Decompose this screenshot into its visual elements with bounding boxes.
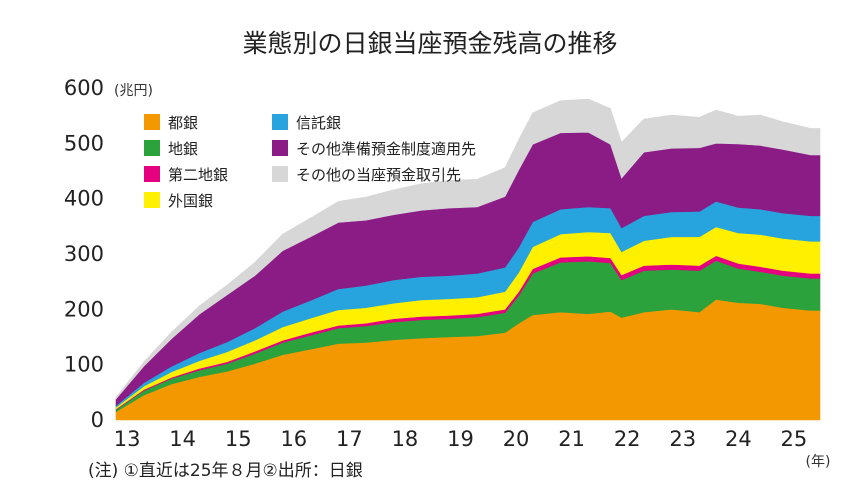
legend-swatch <box>272 166 288 182</box>
x-tick-label: 25 <box>781 427 808 451</box>
legend-label: 第二地銀 <box>168 166 228 184</box>
y-tick-label: 300 <box>64 242 104 266</box>
x-tick-label: 24 <box>725 427 752 451</box>
x-axis-unit: (年) <box>806 454 831 470</box>
legend-label: 都銀 <box>168 114 198 132</box>
x-tick-label: 15 <box>225 427 252 451</box>
legend-label: その他準備預金制度適用先 <box>296 140 476 158</box>
legend-label: その他の当座預金取引先 <box>296 166 461 184</box>
y-tick-label: 400 <box>64 187 104 211</box>
legend-label: 信託銀 <box>296 114 341 132</box>
x-tick-label: 23 <box>669 427 696 451</box>
x-tick-label: 22 <box>614 427 641 451</box>
x-tick-label: 21 <box>558 427 585 451</box>
legend-swatch <box>272 114 288 130</box>
x-tick-label: 17 <box>336 427 363 451</box>
x-tick-label: 16 <box>280 427 307 451</box>
legend-label: 地銀 <box>168 140 198 158</box>
x-tick-label: 20 <box>503 427 530 451</box>
legend-swatch <box>144 166 160 182</box>
x-tick-label: 13 <box>114 427 141 451</box>
x-tick-label: 18 <box>392 427 419 451</box>
x-axis: 13 14 15 16 17 18 19 20 21 22 23 24 25 <box>114 427 808 451</box>
y-axis-unit: (兆円) <box>114 83 153 99</box>
y-tick-label: 600 <box>64 76 104 100</box>
chart-note: (注) ①直近は25年８月②出所：日銀 <box>88 461 363 481</box>
legend-swatch <box>144 192 160 208</box>
y-tick-label: 500 <box>64 131 104 155</box>
area-layer <box>115 98 821 421</box>
legend-swatch <box>144 114 160 130</box>
y-tick-label: 100 <box>64 353 104 377</box>
y-axis: 0 100 200 300 400 500 600 <box>64 76 104 432</box>
legend-swatch <box>144 140 160 156</box>
x-tick-label: 19 <box>447 427 474 451</box>
chart-title: 業態別の日銀当座預金残高の推移 <box>242 29 617 58</box>
area-series-6 <box>115 98 821 400</box>
y-tick-label: 0 <box>91 408 104 432</box>
x-tick-label: 14 <box>169 427 196 451</box>
y-tick-label: 200 <box>64 297 104 321</box>
legend-swatch <box>272 140 288 156</box>
legend-label: 外国銀 <box>168 192 213 210</box>
